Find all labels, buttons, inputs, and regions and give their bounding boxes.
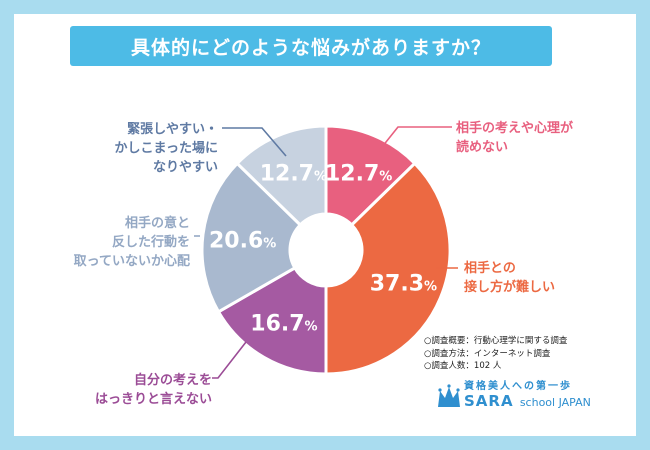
sara-school-logo: 資格美人への第一歩 SARA school JAPAN [436, 377, 612, 413]
logo-name: SARA school JAPAN [464, 392, 591, 410]
value-label-cant-speak-clearly: 16.7% [250, 312, 317, 337]
survey-info: ○調査概要：行動心理学に関する調査 ○調査方法：インターネット調査 ○調査人数：… [424, 335, 567, 373]
slice-worry-about-actions [200, 161, 303, 314]
logo-name-main: SARA [464, 392, 514, 410]
slice-label-hard-to-interact: 相手との 接し方が難しい [464, 261, 556, 295]
value-label-cant-read-mind: 12.7% [325, 162, 392, 187]
slice-get-nervous [235, 124, 328, 227]
logo-tagline: 資格美人への第一歩 [464, 381, 572, 392]
survey-line-overview: ○調査概要：行動心理学に関する調査 [424, 336, 568, 346]
slice-cant-speak-clearly [216, 265, 328, 376]
value-label-worry-about-actions: 20.6% [209, 228, 276, 253]
leader-line-get-nervous [222, 127, 287, 157]
slice-cant-read-mind [324, 124, 417, 227]
slice-label-get-nervous: 緊張しやすい・ かしこまった場に なりやすい [114, 122, 218, 175]
page-title: 具体的にどのような悩みがありますか？ [130, 36, 491, 59]
slice-label-cant-read-mind: 相手の考えや心理が 読めない [456, 121, 574, 155]
value-label-hard-to-interact: 37.3% [370, 272, 437, 297]
title-banner: 具体的にどのような悩みがありますか？ [70, 26, 552, 66]
slice-label-worry-about-actions: 相手の意と 反した行動を 取っていないか心配 [73, 216, 190, 269]
leader-line-cant-read-mind [377, 126, 452, 153]
leader-line-cant-speak-clearly [212, 341, 247, 379]
slice-label-cant-speak-clearly: 自分の考えを はっきりと言えない [94, 373, 212, 407]
slice-hard-to-interact [324, 161, 452, 376]
crown-icon [438, 384, 460, 407]
survey-line-count: ○調査人数：102 人 [424, 361, 502, 371]
value-label-get-nervous: 12.7% [260, 162, 327, 187]
survey-line-method: ○調査方法：インターネット調査 [424, 348, 551, 359]
logo-name-sub: school JAPAN [519, 396, 591, 409]
